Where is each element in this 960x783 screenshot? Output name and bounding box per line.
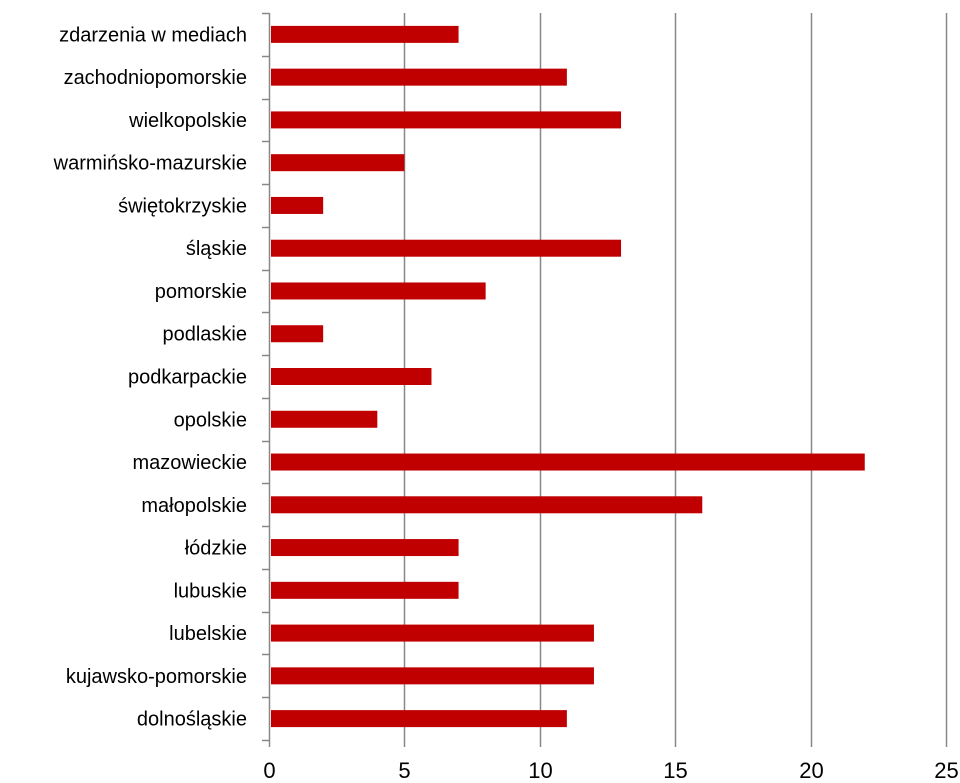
bar <box>271 282 486 300</box>
bar <box>271 624 594 642</box>
bar <box>271 239 622 257</box>
category-label: warmińsko-mazurskie <box>53 153 247 175</box>
x-tick-label: 0 <box>263 758 275 783</box>
bar <box>271 196 324 214</box>
category-label: świętokrzyskie <box>118 195 247 217</box>
category-label: łódzkie <box>185 538 247 560</box>
category-label: zachodniopomorskie <box>64 67 247 89</box>
bars <box>271 25 865 728</box>
bar <box>271 154 405 172</box>
bar <box>271 25 459 43</box>
bar <box>271 325 324 343</box>
category-label: opolskie <box>174 409 247 431</box>
bar <box>271 111 622 129</box>
grid-lines <box>403 13 948 740</box>
category-label: kujawsko-pomorskie <box>66 666 247 688</box>
bar <box>271 496 703 514</box>
bar <box>271 539 459 557</box>
bar <box>271 368 432 385</box>
bar <box>271 453 865 471</box>
category-label: małopolskie <box>141 495 247 517</box>
bar <box>271 710 567 728</box>
category-label: wielkopolskie <box>128 110 247 132</box>
category-label: śląskie <box>186 238 247 260</box>
category-label: podkarpackie <box>128 367 247 389</box>
x-tick-labels: 0 5 10 15 20 25 <box>263 758 958 783</box>
category-label: lubuskie <box>174 580 247 602</box>
category-label: mazowieckie <box>133 452 247 474</box>
axes <box>262 12 948 747</box>
x-tick-label: 10 <box>528 758 552 783</box>
bar <box>271 581 459 599</box>
category-label: podlaskie <box>162 324 247 346</box>
x-tick-label: 25 <box>934 758 958 783</box>
category-labels: zdarzenia w mediach zachodniopomorskie wie… <box>53 24 247 730</box>
category-label: pomorskie <box>155 281 247 303</box>
bar <box>271 667 594 685</box>
x-tick-label: 20 <box>799 758 823 783</box>
bar <box>271 410 378 428</box>
bar <box>271 68 567 86</box>
category-label: zdarzenia w mediach <box>59 24 247 46</box>
category-label: lubelskie <box>169 623 247 645</box>
category-label: dolnośląskie <box>137 709 247 731</box>
x-tick-label: 5 <box>398 758 410 783</box>
x-tick-label: 15 <box>663 758 687 783</box>
